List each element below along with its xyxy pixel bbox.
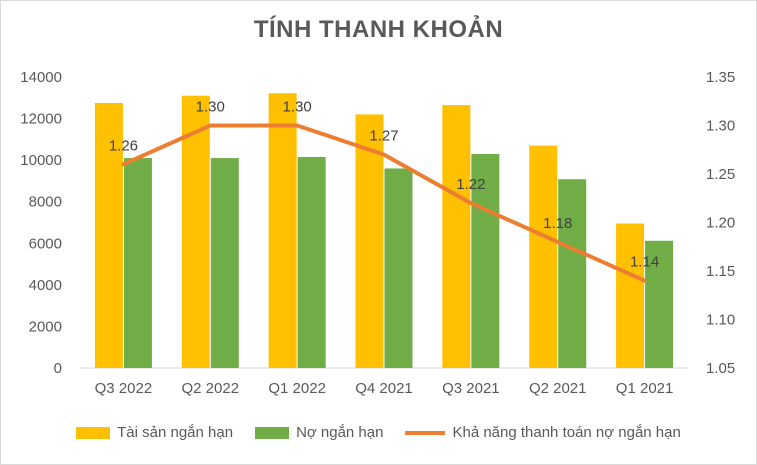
x-tick-label: Q1 2021 [616,380,674,397]
legend-label-ratio: Khả năng thanh toán nợ ngắn hạn [452,424,681,441]
y-tick-label: 4000 [29,277,62,294]
chart-title: TÍNH THANH KHOẢN [253,16,504,43]
ratio-line-group [121,123,647,283]
bar-assets [181,95,210,368]
ratio-line [121,123,647,283]
bars-group [94,93,674,369]
bar-assets [529,145,558,368]
y-tick-label: 14000 [20,69,62,86]
bar-assets [355,114,384,369]
legend-label-assets: Tài sản ngắn hạn [117,424,234,441]
bar-assets [616,223,645,368]
x-tick-label: Q1 2022 [268,380,326,397]
y2-tick-label: 1.05 [706,360,735,377]
right-axis: 1.05 1.10 1.15 1.20 1.25 1.30 1.35 [706,69,735,377]
x-tick-label: Q2 2021 [529,380,587,397]
x-tick-label: Q2 2022 [182,380,240,397]
y-tick-label: 12000 [20,111,62,128]
bar-liabilities [384,168,413,368]
bar-liabilities [645,240,674,368]
bar-liabilities [471,153,500,368]
data-labels-group: 1.26 1.30 1.30 1.27 1.22 1.18 1.14 [109,99,659,271]
y2-tick-label: 1.25 [706,166,735,183]
ratio-data-label: 1.18 [543,215,572,232]
bar-assets [268,93,297,368]
bar-liabilities [210,158,239,368]
bar-liabilities [558,179,587,368]
y2-tick-label: 1.20 [706,215,735,232]
x-tick-label: Q3 2022 [95,380,153,397]
legend-swatch-liabilities [255,426,290,439]
x-axis: Q3 2022 Q2 2022 Q1 2022 Q4 2021 Q3 2021 Q2 20… [80,367,688,397]
bar-assets [94,102,123,368]
ratio-data-label: 1.30 [196,99,225,116]
y2-tick-label: 1.15 [706,263,735,280]
y2-tick-label: 1.30 [706,118,735,135]
legend-item-assets: Tài sản ngắn hạn [76,424,233,441]
ratio-data-label: 1.14 [630,254,659,271]
y2-tick-label: 1.35 [706,69,735,86]
legend-item-ratio: Khả năng thanh toán nợ ngắn hạn [405,424,681,441]
bar-liabilities [297,157,326,368]
legend: Tài sản ngắn hạn Nợ ngắn hạn Khả năng th… [0,424,757,441]
ratio-data-label: 1.30 [283,99,312,116]
y-tick-label: 10000 [20,152,62,169]
ratio-data-label: 1.22 [456,176,485,193]
x-tick-label: Q3 2021 [442,380,500,397]
bar-liabilities [123,158,152,368]
legend-label-liabilities: Nợ ngắn hạn [296,424,384,441]
legend-swatch-ratio [405,430,446,435]
y2-tick-label: 1.10 [706,312,735,329]
x-tick-label: Q4 2021 [355,380,413,397]
y-tick-label: 8000 [29,194,62,211]
y-tick-label: 0 [54,360,62,377]
ratio-data-label: 1.26 [109,137,138,154]
y-tick-label: 2000 [29,318,62,335]
legend-swatch-assets [76,426,111,439]
y-tick-label: 6000 [29,235,62,252]
ratio-data-label: 1.27 [369,128,398,145]
bar-assets [442,105,471,368]
legend-item-liabilities: Nợ ngắn hạn [255,424,383,441]
left-axis: 0 2000 4000 6000 8000 10000 12000 14000 [20,69,62,377]
